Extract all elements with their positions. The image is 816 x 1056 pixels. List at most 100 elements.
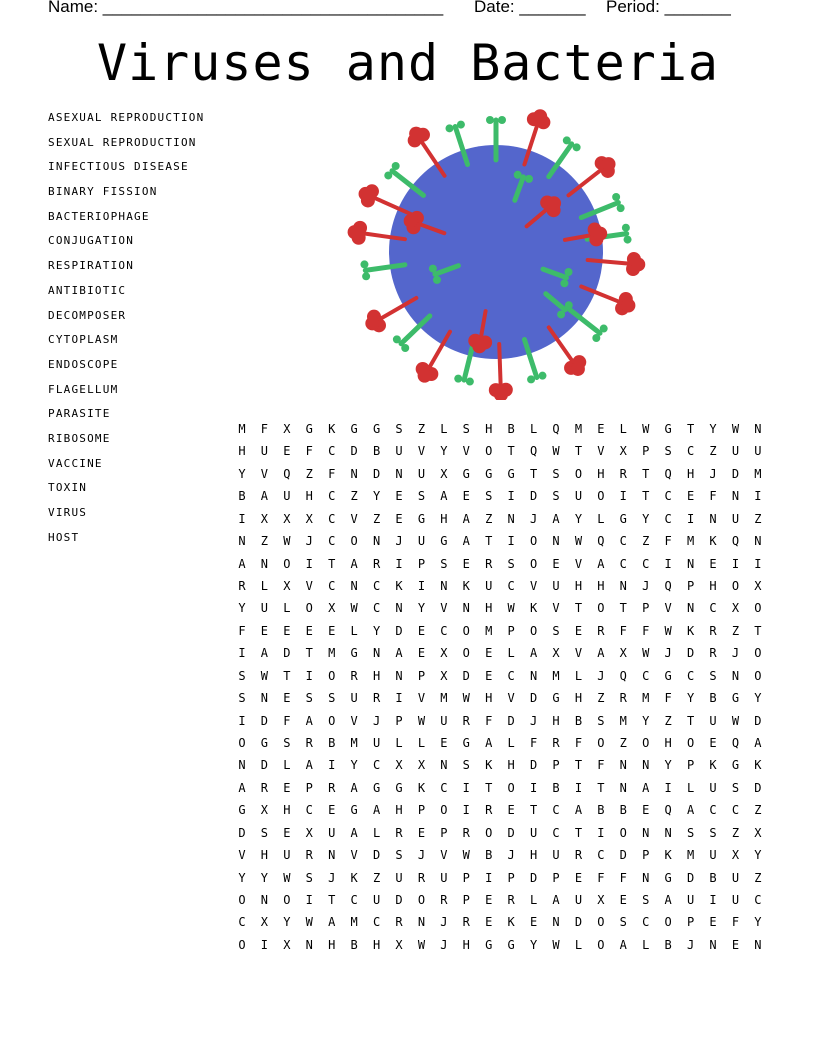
- grid-letter[interactable]: O: [350, 534, 358, 549]
- grid-letter[interactable]: Y: [529, 937, 538, 952]
- grid-letter[interactable]: Z: [754, 511, 762, 526]
- grid-letter[interactable]: F: [597, 870, 605, 885]
- grid-letter[interactable]: E: [395, 511, 403, 526]
- grid-letter[interactable]: Y: [642, 511, 650, 526]
- grid-letter[interactable]: R: [485, 803, 493, 818]
- grid-letter[interactable]: C: [372, 601, 381, 616]
- grid-letter[interactable]: U: [283, 848, 291, 863]
- grid-letter[interactable]: K: [462, 579, 470, 593]
- grid-letter[interactable]: B: [507, 422, 515, 436]
- grid-letter[interactable]: N: [395, 466, 403, 481]
- grid-letter[interactable]: U: [529, 825, 538, 840]
- grid-letter[interactable]: O: [305, 601, 313, 616]
- grid-letter[interactable]: C: [731, 803, 740, 818]
- grid-letter[interactable]: L: [686, 780, 695, 795]
- grid-letter[interactable]: L: [507, 646, 515, 661]
- grid-letter[interactable]: N: [642, 870, 650, 885]
- grid-letter[interactable]: A: [395, 646, 403, 661]
- grid-letter[interactable]: M: [686, 534, 695, 549]
- grid-letter[interactable]: E: [260, 623, 269, 638]
- grid-letter[interactable]: A: [529, 646, 538, 661]
- grid-letter[interactable]: G: [260, 736, 269, 751]
- grid-letter[interactable]: Y: [238, 870, 246, 885]
- grid-letter[interactable]: C: [709, 803, 717, 818]
- grid-letter[interactable]: Z: [305, 466, 313, 481]
- grid-letter[interactable]: O: [462, 623, 470, 638]
- grid-letter[interactable]: R: [462, 915, 470, 930]
- grid-letter[interactable]: Y: [372, 623, 381, 638]
- grid-letter[interactable]: D: [260, 758, 269, 773]
- grid-letter[interactable]: B: [619, 803, 627, 818]
- grid-letter[interactable]: H: [372, 668, 381, 683]
- date-field[interactable]: Date: _______: [474, 0, 586, 16]
- grid-letter[interactable]: G: [731, 758, 740, 773]
- grid-letter[interactable]: E: [574, 870, 583, 885]
- grid-letter[interactable]: Y: [664, 758, 672, 773]
- grid-letter[interactable]: F: [305, 444, 313, 459]
- grid-letter[interactable]: N: [440, 579, 448, 593]
- grid-letter[interactable]: F: [664, 691, 672, 706]
- grid-letter[interactable]: D: [686, 646, 695, 661]
- grid-letter[interactable]: O: [597, 937, 605, 952]
- grid-letter[interactable]: R: [619, 691, 627, 706]
- grid-letter[interactable]: Y: [574, 511, 583, 526]
- grid-letter[interactable]: D: [529, 691, 538, 706]
- grid-letter[interactable]: T: [328, 556, 336, 571]
- grid-letter[interactable]: P: [642, 444, 650, 459]
- grid-letter[interactable]: O: [529, 534, 538, 549]
- grid-letter[interactable]: U: [731, 870, 740, 885]
- grid-letter[interactable]: G: [485, 466, 493, 481]
- grid-letter[interactable]: D: [619, 848, 627, 863]
- grid-letter[interactable]: L: [642, 937, 650, 952]
- grid-letter[interactable]: C: [619, 534, 627, 549]
- grid-letter[interactable]: I: [462, 780, 470, 795]
- grid-letter[interactable]: K: [485, 758, 493, 773]
- grid-letter[interactable]: N: [440, 758, 448, 773]
- grid-letter[interactable]: M: [238, 422, 246, 436]
- grid-letter[interactable]: N: [350, 466, 358, 481]
- grid-letter[interactable]: A: [462, 511, 470, 526]
- grid-letter[interactable]: U: [709, 848, 717, 863]
- grid-letter[interactable]: G: [664, 668, 672, 683]
- grid-letter[interactable]: N: [664, 825, 672, 840]
- grid-letter[interactable]: C: [664, 489, 672, 504]
- grid-letter[interactable]: C: [686, 444, 695, 459]
- grid-letter[interactable]: M: [350, 736, 358, 751]
- grid-letter[interactable]: B: [574, 713, 583, 728]
- grid-letter[interactable]: V: [529, 579, 538, 593]
- grid-letter[interactable]: R: [709, 646, 717, 661]
- grid-letter[interactable]: A: [372, 803, 381, 818]
- grid-letter[interactable]: I: [238, 646, 246, 661]
- grid-letter[interactable]: X: [283, 422, 291, 436]
- grid-letter[interactable]: Z: [754, 870, 762, 885]
- grid-letter[interactable]: X: [754, 825, 762, 840]
- grid-letter[interactable]: F: [260, 422, 269, 436]
- grid-letter[interactable]: Y: [260, 870, 269, 885]
- grid-letter[interactable]: H: [440, 511, 448, 526]
- grid-letter[interactable]: L: [440, 422, 448, 436]
- grid-letter[interactable]: W: [664, 623, 672, 638]
- grid-letter[interactable]: O: [529, 556, 538, 571]
- grid-letter[interactable]: U: [417, 534, 426, 549]
- grid-letter[interactable]: D: [574, 915, 583, 930]
- grid-letter[interactable]: P: [686, 579, 695, 593]
- grid-letter[interactable]: C: [328, 444, 336, 459]
- grid-letter[interactable]: E: [283, 623, 291, 638]
- grid-letter[interactable]: E: [395, 489, 403, 504]
- grid-letter[interactable]: E: [709, 736, 717, 751]
- grid-letter[interactable]: N: [260, 691, 269, 706]
- grid-letter[interactable]: X: [731, 601, 740, 616]
- grid-letter[interactable]: N: [709, 511, 717, 526]
- grid-letter[interactable]: J: [507, 848, 515, 863]
- grid-letter[interactable]: V: [597, 444, 605, 459]
- grid-letter[interactable]: E: [462, 489, 470, 504]
- grid-letter[interactable]: X: [283, 511, 291, 526]
- grid-letter[interactable]: R: [350, 668, 358, 683]
- grid-letter[interactable]: V: [417, 691, 426, 706]
- grid-letter[interactable]: M: [350, 915, 358, 930]
- grid-letter[interactable]: D: [372, 848, 381, 863]
- grid-letter[interactable]: J: [395, 534, 403, 549]
- grid-letter[interactable]: E: [283, 691, 291, 706]
- grid-letter[interactable]: L: [574, 668, 583, 683]
- grid-letter[interactable]: N: [372, 646, 381, 661]
